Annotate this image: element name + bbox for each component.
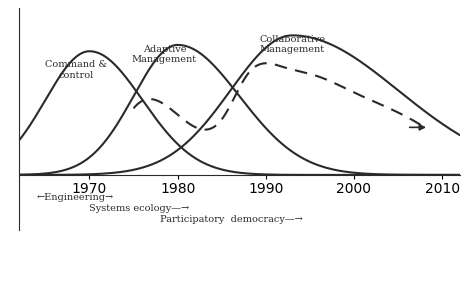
Text: Participatory  democracy—→: Participatory democracy—→ bbox=[160, 215, 303, 224]
Text: Adaptive
Management: Adaptive Management bbox=[132, 44, 197, 64]
Text: Collaborative
Management: Collaborative Management bbox=[259, 35, 325, 55]
Text: Command &
control: Command & control bbox=[45, 60, 107, 80]
Text: ←Engineering→: ←Engineering→ bbox=[36, 192, 114, 202]
Text: Systems ecology—→: Systems ecology—→ bbox=[90, 204, 190, 213]
